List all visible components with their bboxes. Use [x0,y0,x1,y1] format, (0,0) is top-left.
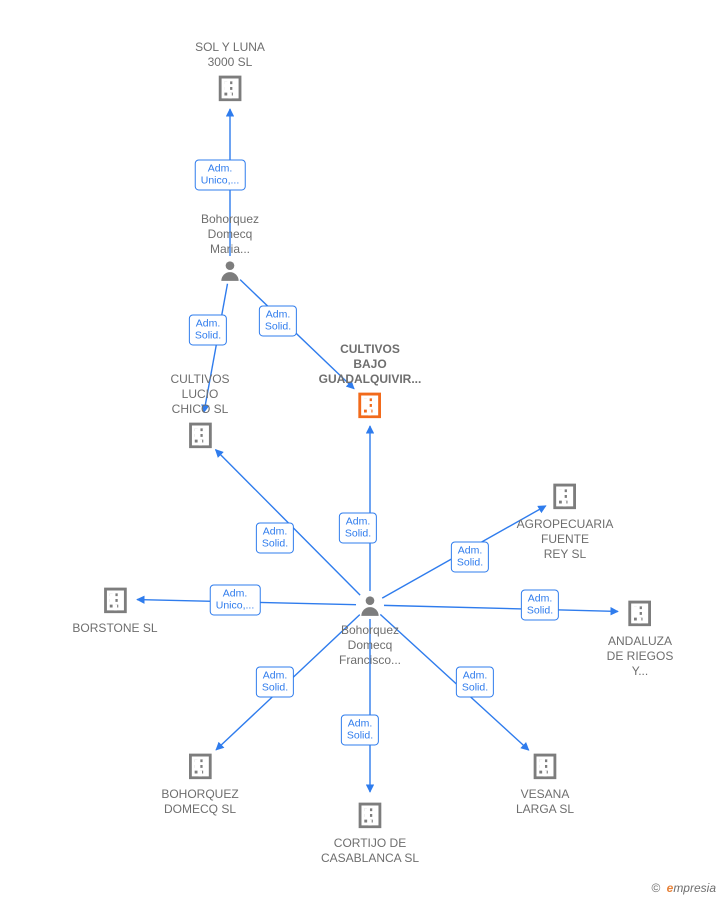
node-label: AGROPECUARIA FUENTE REY SL [517,517,614,562]
node-maria[interactable]: Bohorquez Domecq Maria... [201,212,259,288]
building-icon-wrap [195,70,265,109]
node-label: SOL Y LUNA 3000 SL [195,40,265,70]
node-label: CULTIVOS BAJO GUADALQUIVIR... [319,342,422,387]
edges-layer [0,0,728,905]
edge-line [384,605,618,611]
node-label: CORTIJO DE CASABLANCA SL [321,836,419,866]
node-francisco[interactable]: Bohorquez Domecq Francisco... [339,592,401,668]
node-cultivos_lucio[interactable]: CULTIVOS LUCIO CHICO SL [170,372,229,456]
node-label: BORSTONE SL [72,621,157,636]
node-bohorquez_sl[interactable]: BOHORQUEZ DOMECQ SL [161,748,238,817]
edge-label: Adm. Solid. [256,522,294,553]
building-icon [183,748,217,782]
edge-label: Adm. Unico,... [195,159,246,190]
node-cortijo[interactable]: CORTIJO DE CASABLANCA SL [321,797,419,866]
node-sol_luna[interactable]: SOL Y LUNA 3000 SL [195,40,265,109]
person-icon [217,257,243,283]
node-cultivos_bajo[interactable]: CULTIVOS BAJO GUADALQUIVIR... [319,342,422,426]
building-icon-wrap [516,748,574,787]
edge-label: Adm. Solid. [259,305,297,336]
person-icon-wrap [339,592,401,623]
building-icon [528,748,562,782]
edge-label: Adm. Solid. [256,666,294,697]
building-icon [98,582,132,616]
edge-label: Adm. Solid. [339,512,377,543]
node-label: Bohorquez Domecq Maria... [201,212,259,257]
footer-attribution: © empresia [651,881,716,895]
edge-label: Adm. Solid. [189,314,227,345]
edge-label: Adm. Solid. [521,589,559,620]
node-borstone[interactable]: BORSTONE SL [72,582,157,636]
node-agropecuaria[interactable]: AGROPECUARIA FUENTE REY SL [517,478,614,562]
building-icon [213,70,247,104]
building-icon [353,387,387,421]
building-icon [623,595,657,629]
building-icon-wrap [72,582,157,621]
node-label: BOHORQUEZ DOMECQ SL [161,787,238,817]
building-icon-wrap [517,478,614,517]
edge-label: Adm. Solid. [451,541,489,572]
node-vesana[interactable]: VESANA LARGA SL [516,748,574,817]
edge-line [380,614,528,750]
node-andaluza[interactable]: ANDALUZA DE RIEGOS Y... [607,595,674,679]
diagram-canvas: SOL Y LUNA 3000 SL Bohorquez Domecq Mari… [0,0,728,905]
node-label: VESANA LARGA SL [516,787,574,817]
node-label: ANDALUZA DE RIEGOS Y... [607,634,674,679]
node-label: Bohorquez Domecq Francisco... [339,623,401,668]
edge-label: Adm. Solid. [456,666,494,697]
building-icon-wrap [319,387,422,426]
person-icon-wrap [201,257,259,288]
building-icon [548,478,582,512]
copyright-symbol: © [651,881,660,895]
building-icon [183,417,217,451]
building-icon-wrap [321,797,419,836]
building-icon-wrap [161,748,238,787]
building-icon-wrap [607,595,674,634]
person-icon [357,592,383,618]
edge-label: Adm. Unico,... [210,584,261,615]
building-icon-wrap [170,417,229,456]
edge-label: Adm. Solid. [341,714,379,745]
node-label: CULTIVOS LUCIO CHICO SL [170,372,229,417]
brand-rest: mpresia [673,881,716,895]
building-icon [353,797,387,831]
